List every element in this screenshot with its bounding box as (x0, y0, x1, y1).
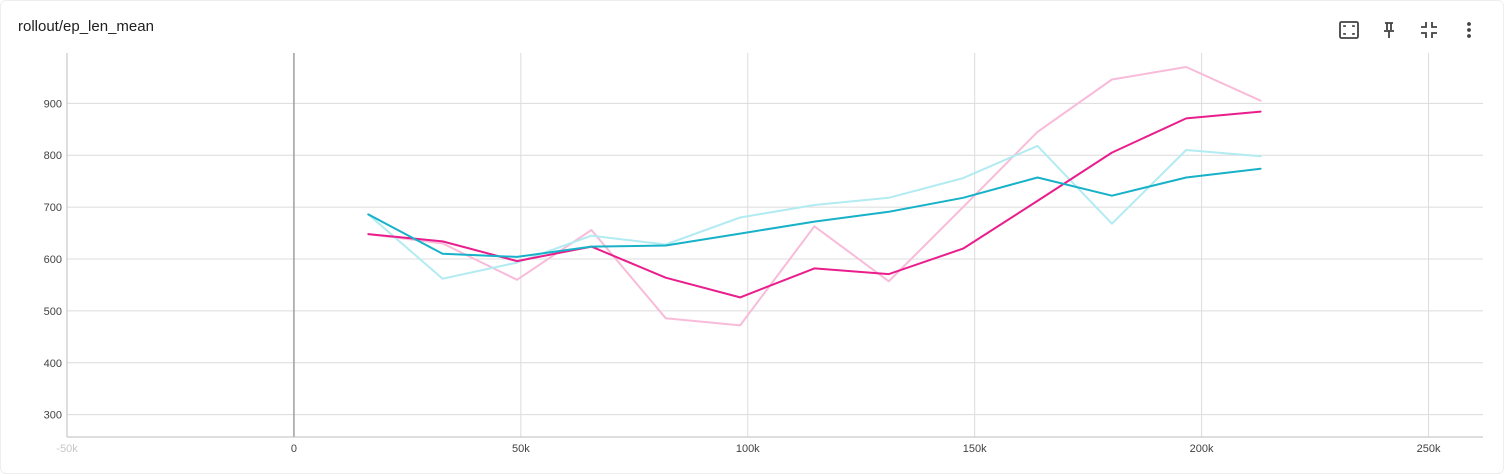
y-tick-label: 400 (44, 358, 62, 370)
y-tick-label: 800 (44, 150, 62, 162)
more-vert-icon (1467, 22, 1471, 38)
series-line-2[interactable] (367, 110, 1262, 299)
grid-lines (66, 53, 1483, 438)
y-tick-label: 700 (44, 202, 62, 214)
y-tick-label: 300 (44, 410, 62, 422)
x-tick-label: 50k (512, 443, 530, 455)
more-options-button[interactable] (1449, 16, 1489, 44)
y-tick-label: 900 (44, 98, 62, 110)
y-axis-tick-labels: 300 400 500 600 700 800 900 (44, 98, 62, 421)
y-tick-label: 500 (44, 306, 62, 318)
fit-to-data-button[interactable] (1329, 16, 1369, 44)
x-tick-label: -50k (56, 443, 78, 455)
pin-button[interactable] (1369, 16, 1409, 44)
series-line-0[interactable] (367, 66, 1262, 327)
x-tick-label: 200k (1190, 443, 1214, 455)
fit-to-data-icon (1339, 21, 1359, 39)
collapse-button[interactable] (1409, 16, 1449, 44)
chart-toolbar (1329, 16, 1489, 44)
x-tick-label: 0 (291, 443, 297, 455)
x-tick-label: 150k (963, 443, 987, 455)
pin-icon (1384, 22, 1394, 38)
x-tick-label: 100k (736, 443, 760, 455)
x-tick-label: 250k (1417, 443, 1441, 455)
x-axis-tick-labels: -50k 0 50k 100k 150k 200k 250k (56, 443, 1441, 455)
series-line-1[interactable] (367, 144, 1262, 280)
series-lines (367, 66, 1262, 327)
collapse-icon (1421, 22, 1437, 38)
y-tick-label: 600 (44, 254, 62, 266)
series-line-3[interactable] (367, 167, 1262, 258)
chart-title: rollout/ep_len_mean (18, 18, 154, 35)
